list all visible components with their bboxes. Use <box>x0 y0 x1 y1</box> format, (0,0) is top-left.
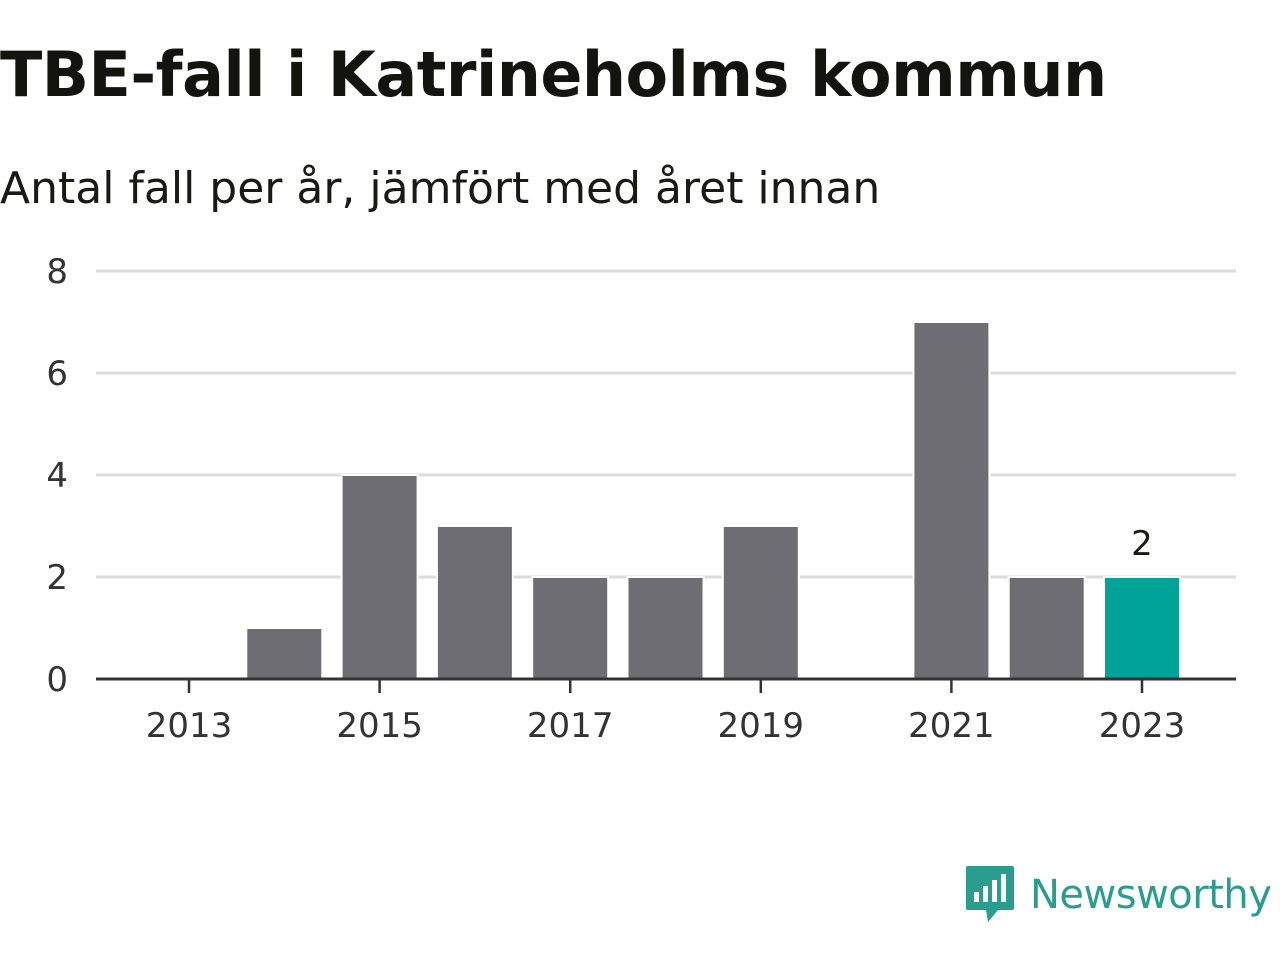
chart-subtitle: Antal fall per år, jämfört med året inna… <box>0 163 881 214</box>
bar <box>531 576 610 680</box>
data-label: 2 <box>1131 524 1153 564</box>
y-tick-label: 4 <box>46 456 68 496</box>
y-tick-label: 6 <box>46 354 68 394</box>
bar <box>721 525 800 680</box>
x-tick-label: 2017 <box>527 706 614 746</box>
x-tick-label: 2019 <box>718 706 805 746</box>
x-tick-label: 2013 <box>146 706 233 746</box>
brand-logo: Newsworthy <box>964 864 1272 926</box>
bar-chart: 0 2 4 6 8 2013 2015 2017 2019 2021 2023 2 <box>46 252 1236 746</box>
newsworthy-logo-icon <box>966 866 1014 922</box>
chart-title: TBE-fall i Katrineholms kommun <box>0 38 1107 111</box>
bar <box>1007 576 1086 680</box>
bar <box>626 576 705 680</box>
y-tick-label: 8 <box>46 252 68 292</box>
x-tick-label: 2023 <box>1099 706 1186 746</box>
bar <box>1103 576 1181 680</box>
y-tick-label: 2 <box>46 558 68 598</box>
x-tick-label: 2015 <box>336 706 423 746</box>
bar <box>435 525 514 680</box>
brand-name: Newsworthy <box>1030 872 1272 918</box>
x-tick-label: 2021 <box>908 706 995 746</box>
y-tick-label: 0 <box>46 660 68 700</box>
bar <box>912 321 991 680</box>
bar <box>245 627 324 680</box>
bar <box>340 474 419 680</box>
